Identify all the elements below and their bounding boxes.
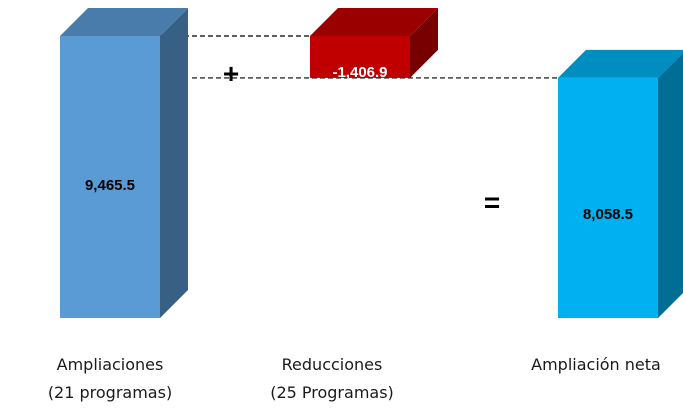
bar-side-face <box>410 8 438 78</box>
bar-1 <box>310 8 438 78</box>
value-label: 8,058.5 <box>583 206 633 223</box>
bar-front-face <box>60 36 160 318</box>
bar-top-face <box>310 8 438 36</box>
bars-layer <box>60 8 683 319</box>
bar-side-face <box>658 52 683 318</box>
bar-2 <box>558 49 683 319</box>
plus-operator: + <box>223 58 239 89</box>
category-label: Ampliaciones <box>57 355 164 374</box>
labels-layer: 9,465.5 Ampliaciones (21 programas) -1,406.… <box>48 64 661 402</box>
category-label: Reducciones <box>282 355 383 374</box>
bar-top-face <box>558 49 683 78</box>
bar-0 <box>60 8 188 318</box>
category-label: Ampliación neta <box>531 355 661 374</box>
equals-operator: = <box>484 187 500 218</box>
bar-front-face <box>310 36 410 78</box>
value-label: 9,465.5 <box>85 177 135 194</box>
value-label: -1,406.9 <box>332 64 387 81</box>
bar-front-face <box>558 77 658 319</box>
category-label: (25 Programas) <box>270 383 394 402</box>
category-label: (21 programas) <box>48 383 172 402</box>
bar-side-face <box>160 8 188 318</box>
bar-top-face <box>60 8 188 36</box>
